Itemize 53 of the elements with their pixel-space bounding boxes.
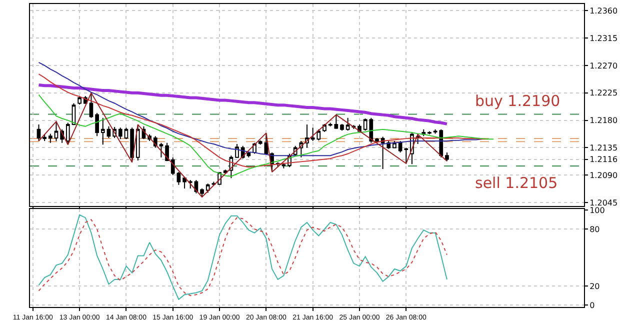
line-series [38,92,448,198]
y-tick-label: 0 [590,300,595,310]
candlestick [165,142,169,162]
candlestick [363,118,368,132]
y-tick-label: 1.2045 [590,198,618,208]
candlestick [404,147,408,164]
candlestick [170,156,175,176]
y-tick-label: 1.2225 [590,88,618,98]
candlestick [106,126,111,138]
candlestick [380,136,385,170]
candlestick [54,121,58,142]
candlestick [375,137,379,144]
candlestick [118,127,122,140]
y-tick-label: 1.2116 [590,155,618,164]
candlestick [42,134,47,142]
candlestick [176,172,181,186]
candlestick [188,179,192,189]
ref-line-label: sell 1.2105 [475,174,558,192]
y-tick-label: 1.2360 [590,6,618,16]
candlestick [246,152,251,158]
candlestick [428,130,432,135]
candlestick [445,152,449,162]
y-tick-label: 80 [590,224,600,234]
candlestick [305,124,309,148]
candlestick [182,176,186,189]
candlestick [159,142,164,158]
candlestick [130,127,134,163]
candlestick [200,188,204,198]
y-tick-label: 1.2090 [590,170,618,180]
line-series [37,83,448,126]
candlestick [235,144,239,159]
candlestick [89,92,94,118]
y-tick-label: 1.2135 [590,143,618,152]
candlestick [95,112,99,137]
y-tick-label: 20 [590,282,600,291]
y-tick-label: 100 [590,206,605,215]
candlestick [78,95,82,105]
candlestick [36,124,41,142]
candlestick [258,140,262,146]
candlestick [136,124,140,161]
candlestick [340,123,344,132]
candlestick [100,117,105,146]
y-tick-label: 1.2270 [590,61,618,70]
candlestick [433,128,438,134]
candlestick [206,183,210,194]
candlestick [369,117,374,144]
y-tick-label: 1.2315 [590,34,618,43]
candlestick [282,162,286,169]
ref-line-label: buy 1.2190 [475,92,560,110]
candlestick [124,127,128,140]
candlestick [66,122,70,146]
y-tick-label: 1.2180 [590,116,618,126]
candlestick [48,133,52,144]
